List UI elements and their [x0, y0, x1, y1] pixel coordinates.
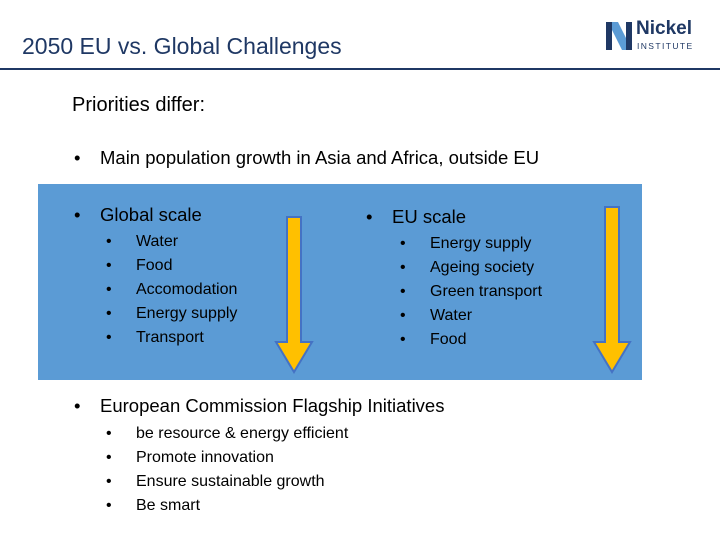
global-scale-heading: • Global scale — [74, 204, 202, 226]
list-item: • Ageing society — [400, 256, 542, 280]
bullet-glyph: • — [400, 331, 406, 348]
down-arrow-icon — [274, 216, 314, 374]
population-bullet-text: Main population growth in Asia and Afric… — [100, 147, 540, 168]
list-item-text: Ensure sustainable growth — [136, 473, 325, 490]
list-item-text: Be smart — [136, 497, 201, 514]
initiatives-heading-text: European Commission Flagship Initiatives — [100, 395, 445, 416]
list-item: • Transport — [106, 326, 237, 350]
list-item-text: Ageing society — [430, 259, 535, 276]
list-item-text: Promote innovation — [136, 449, 274, 466]
list-item: • Water — [106, 230, 237, 254]
comparison-panel — [38, 184, 642, 380]
list-item-text: Transport — [136, 329, 204, 346]
bullet-glyph: • — [74, 395, 81, 416]
global-scale-list: • Water • Food • Accomodation • Energy suppl… — [106, 230, 237, 350]
list-item: • Energy supply — [400, 232, 542, 256]
population-bullet: • Main population growth in Asia and Afri… — [74, 147, 539, 169]
bullet-glyph: • — [106, 281, 112, 298]
bullet-glyph: • — [106, 233, 112, 250]
list-item-text: Energy supply — [430, 235, 532, 252]
eu-scale-list: • Energy supply • Ageing society • Green tr… — [400, 232, 542, 352]
title-divider — [0, 68, 720, 70]
bullet-glyph: • — [106, 305, 112, 322]
list-item: • Green transport — [400, 280, 542, 304]
bullet-glyph: • — [106, 329, 112, 346]
bullet-glyph: • — [366, 206, 373, 227]
bullet-glyph: • — [400, 235, 406, 252]
logo-wordmark: Nickel — [636, 18, 692, 39]
nickel-n-icon — [606, 22, 632, 50]
list-item: • Food — [400, 328, 542, 352]
eu-scale-heading-text: EU scale — [392, 206, 467, 227]
global-scale-heading-text: Global scale — [100, 204, 202, 225]
list-item-text: Water — [136, 233, 179, 250]
list-item-text: Water — [430, 307, 473, 324]
bullet-glyph: • — [106, 425, 112, 442]
list-item-text: Energy supply — [136, 305, 238, 322]
nickel-institute-logo: Nickel INSTITUTE — [606, 18, 696, 56]
list-item: • Water — [400, 304, 542, 328]
bullet-glyph: • — [74, 147, 81, 168]
bullet-glyph: • — [400, 283, 406, 300]
bullet-glyph: • — [400, 307, 406, 324]
priorities-heading: Priorities differ: — [72, 94, 206, 116]
list-item: • Food — [106, 254, 237, 278]
bullet-glyph: • — [106, 449, 112, 466]
list-item: • Accomodation — [106, 278, 237, 302]
down-arrow-icon — [592, 206, 632, 374]
bullet-glyph: • — [106, 497, 112, 514]
list-item-text: be resource & energy efficient — [136, 425, 349, 442]
initiatives-heading: • European Commission Flagship Initiative… — [74, 395, 444, 417]
list-item: • Promote innovation — [106, 446, 348, 470]
initiatives-list: • be resource & energy efficient • Promote… — [106, 422, 348, 518]
list-item-text: Green transport — [430, 283, 543, 300]
list-item-text: Food — [430, 331, 467, 348]
bullet-glyph: • — [106, 473, 112, 490]
list-item-text: Food — [136, 257, 173, 274]
bullet-glyph: • — [74, 204, 81, 225]
bullet-glyph: • — [106, 257, 112, 274]
logo-subtitle: INSTITUTE — [637, 41, 694, 51]
list-item: • Ensure sustainable growth — [106, 470, 348, 494]
list-item-text: Accomodation — [136, 281, 238, 298]
bullet-glyph: • — [400, 259, 406, 276]
list-item: • Energy supply — [106, 302, 237, 326]
slide-title: 2050 EU vs. Global Challenges — [22, 33, 342, 59]
list-item: • be resource & energy efficient — [106, 422, 348, 446]
list-item: • Be smart — [106, 494, 348, 518]
eu-scale-heading: • EU scale — [366, 206, 466, 228]
